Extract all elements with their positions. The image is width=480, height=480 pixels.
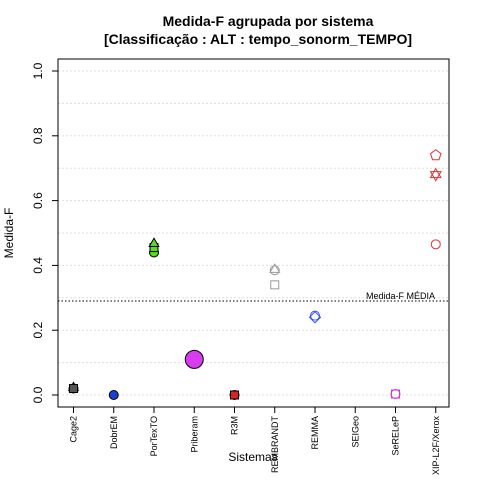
data-point-circle-large <box>184 349 204 369</box>
x-axis-label: Sistemas <box>228 450 277 464</box>
x-tick-label: Cage2 <box>69 416 79 443</box>
data-points <box>67 149 442 400</box>
x-tick-label: REMBRANDT <box>270 416 280 474</box>
grid-lines <box>58 70 449 396</box>
data-point-square <box>69 384 78 394</box>
data-point-circle <box>269 265 280 276</box>
x-tick-label: XIP-L2F/Xerox <box>431 416 441 476</box>
data-point-star6 <box>429 171 442 182</box>
x-axis: Cage2 DobrEM PorTexTO Priberam R3M REMBRANDT R… <box>69 407 441 475</box>
chart-subtitle: [Classificação : ALT : tempo_sonorm_TEMP… <box>104 31 412 47</box>
y-tick-label: 0.2 <box>31 322 45 339</box>
x-tick-label: DobrEM <box>109 416 119 449</box>
chart-title: Medida-F agrupada por sistema <box>163 13 374 29</box>
y-tick-label: 0.4 <box>31 257 45 274</box>
y-axis: 0.0 0.2 0.4 0.6 0.8 1.0 <box>31 62 58 403</box>
x-tick-label: SEIGeo <box>350 416 360 448</box>
y-tick-label: 0.6 <box>31 192 45 209</box>
data-point-triangle <box>148 237 160 247</box>
reference-line-label: Medida-F MÉDIA <box>366 291 435 301</box>
x-tick-label: SeRELeP <box>391 416 401 456</box>
y-tick-label: 1.0 <box>31 62 45 79</box>
data-point-square <box>391 389 400 399</box>
data-point-circle <box>390 389 401 400</box>
x-tick-label: PorTexTO <box>149 416 159 456</box>
data-point-star6 <box>429 167 442 179</box>
y-axis-label: Medida-F <box>2 208 16 259</box>
data-point-pentagon <box>429 149 442 161</box>
data-point-circle <box>310 310 320 321</box>
x-tick-label: Priberam <box>189 416 199 453</box>
y-tick-label: 0.8 <box>31 127 45 144</box>
data-point-circle <box>108 390 119 400</box>
data-point-triangle <box>269 263 281 273</box>
data-point-square <box>270 280 280 290</box>
y-tick-label: 0.0 <box>31 386 45 403</box>
data-point-circle <box>430 239 441 250</box>
data-point-square <box>230 390 239 400</box>
plot-frame <box>57 58 450 408</box>
x-tick-label: R3M <box>230 416 240 435</box>
data-point-diamond <box>308 311 322 324</box>
x-tick-label: REMMA <box>310 416 320 450</box>
